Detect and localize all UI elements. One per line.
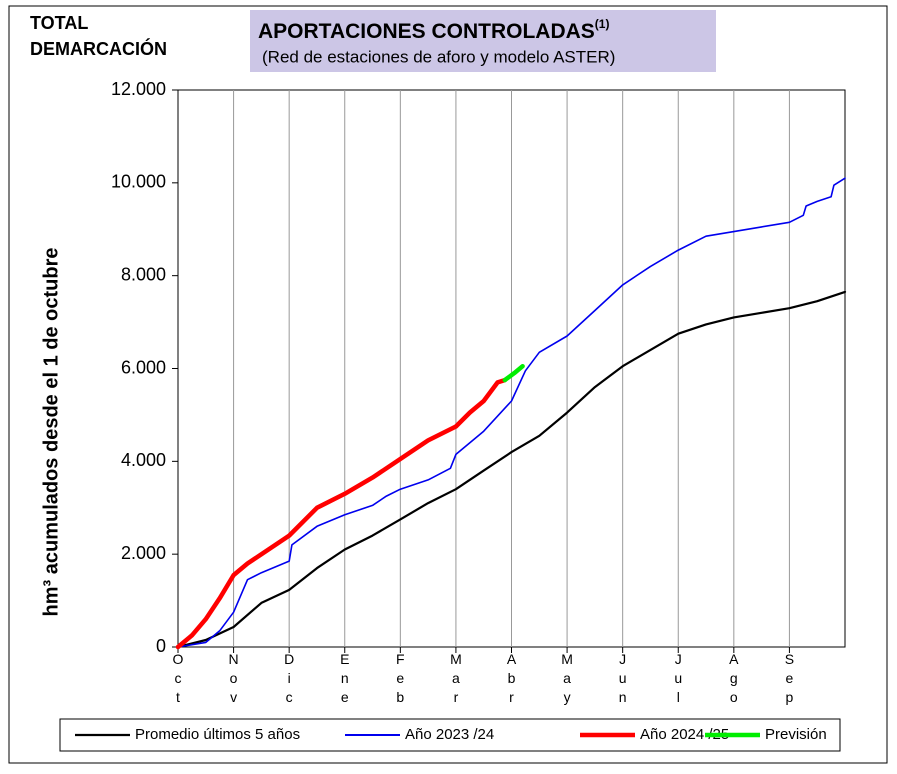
x-tick-label: Ene [337,651,353,708]
corner-title-line: DEMARCACIÓN [30,38,167,59]
legend-label: Año 2024 /25 [640,726,729,743]
y-tick-label: 8.000 [121,264,166,284]
x-tick-label: May [559,651,575,708]
x-tick-label: Nov [226,651,242,708]
y-tick-label: 6.000 [121,357,166,377]
legend-label: Año 2023 /24 [405,726,494,743]
title-note: (1) [595,17,610,31]
y-tick-label: 10.000 [111,172,166,192]
x-tick-label: Dic [281,651,297,708]
legend-label: Previsión [765,726,827,743]
x-tick-label: Sep [781,651,797,708]
y-tick-label: 12.000 [111,79,166,99]
chart-title: APORTACIONES CONTROLADAS(1) [258,17,609,42]
series-line [502,363,525,383]
x-tick-label: Jun [615,651,631,708]
x-tick-label: Jul [670,651,686,708]
y-tick-label: 2.000 [121,543,166,563]
y-axis-label: hm³ acumulados desde el 1 de octubre [40,248,62,617]
series-line [176,290,847,649]
series-line [175,377,508,650]
series-line [177,177,846,648]
y-tick-label: 4.000 [121,450,166,470]
legend-box [59,718,841,752]
subtitle: (Red de estaciones de aforo y modelo AST… [262,47,615,66]
corner-title-1: TOTAL DEMARCACIÓN [30,13,167,59]
x-tick-label: Abr [504,651,520,708]
y-tick-label: 0 [156,636,166,656]
x-tick-label: Ago [726,651,742,708]
corner-title-line: TOTAL [30,13,88,33]
x-tick-label: Oct [170,651,186,708]
title-box [250,10,716,72]
title-main: APORTACIONES CONTROLADAS [258,20,595,43]
x-tick-label: Feb [392,651,408,708]
frame [8,5,888,764]
x-tick-label: Mar [448,651,464,708]
legend-label: Promedio últimos 5 años [135,726,300,743]
